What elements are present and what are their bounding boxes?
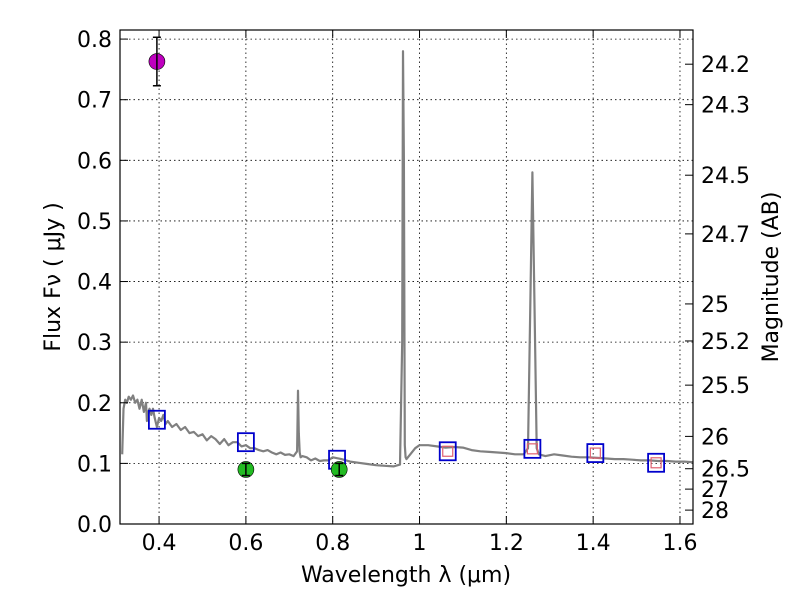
y-tick-label: 0.5 — [77, 210, 112, 235]
x-tick-label: 1 — [413, 531, 427, 556]
magnitude-tick-label: 24.3 — [701, 94, 750, 119]
model-flux-square — [650, 457, 662, 469]
magnitude-tick-label: 28 — [701, 499, 729, 524]
x-tick-label: 1.6 — [662, 531, 697, 556]
y-tick-label: 0.6 — [77, 149, 112, 174]
x-tick-label: 1.4 — [576, 531, 611, 556]
magnitude-tick-label: 24.5 — [701, 164, 750, 189]
magnitude-tick-label: 27 — [701, 478, 729, 503]
magnitude-tick-label: 26 — [701, 425, 729, 450]
marker-layer — [147, 36, 666, 478]
magnitude-axis-label: Magnitude (AB) — [759, 192, 784, 363]
plot-frame — [119, 29, 694, 525]
x-tick-label: 0.8 — [315, 531, 350, 556]
spectrum-line — [121, 50, 694, 468]
photometry-square — [438, 441, 457, 462]
magnitude-tick-label: 25.5 — [701, 374, 750, 399]
y-tick-label: 0.2 — [77, 392, 112, 417]
y-tick-label: 0.0 — [77, 513, 112, 538]
model-flux-square — [442, 445, 454, 457]
x-axis-label: Wavelength λ (μm) — [301, 563, 511, 588]
photometry-square — [147, 409, 166, 430]
y-axis-label: Flux Fν ( μJy ) — [41, 202, 66, 351]
y-tick-label: 0.4 — [77, 271, 112, 296]
magnitude-tick-label: 26.5 — [701, 458, 750, 483]
x-tick-label: 0.6 — [228, 531, 263, 556]
magnitude-tick-label: 24.2 — [701, 53, 750, 78]
model-flux-square — [589, 447, 601, 459]
spectrum-layer — [121, 50, 694, 468]
x-tick-label: 0.4 — [142, 531, 177, 556]
x-tick-label: 1.2 — [489, 531, 524, 556]
photometry-square — [647, 452, 666, 473]
grid-lines — [120, 30, 693, 524]
y-tick-label: 0.7 — [77, 89, 112, 114]
photometry-square — [586, 443, 605, 463]
model-flux-square — [526, 443, 538, 455]
y-tick-labels: 0.0 0.1 0.2 0.3 0.4 0.5 0.6 0.7 0.8 — [77, 28, 112, 538]
axis-ticks — [120, 30, 693, 525]
magnitude-tick-label: 25 — [701, 293, 729, 318]
photometry-square — [523, 438, 542, 459]
magnitude-tick-label: 25.2 — [701, 330, 750, 355]
y-tick-label: 0.3 — [77, 331, 112, 356]
photometry-square — [236, 432, 255, 453]
x-tick-labels: 0.4 0.6 0.8 1 1.2 1.4 1.6 — [142, 531, 698, 556]
y-tick-label: 0.1 — [77, 452, 112, 477]
y-tick-label: 0.8 — [77, 28, 112, 53]
magnitude-tick-label: 24.7 — [701, 223, 750, 248]
